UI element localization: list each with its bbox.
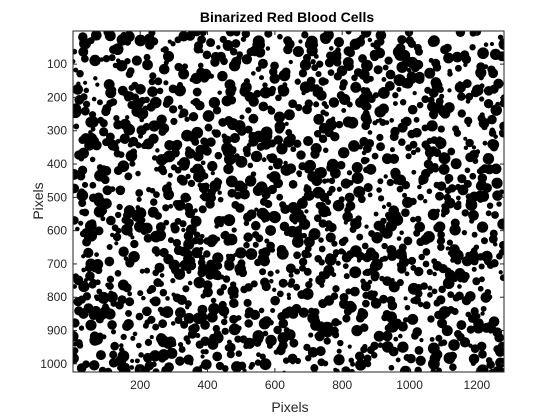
axes-box xyxy=(72,30,505,373)
x-tick-label: 200 xyxy=(130,378,150,392)
x-axis: 200 400 600 800 1000 1200 xyxy=(130,31,491,392)
y-tick-label: 600 xyxy=(47,224,67,238)
y-tick-label: 800 xyxy=(47,290,67,304)
x-tick-label: 600 xyxy=(265,378,285,392)
y-tick-label: 1000 xyxy=(40,357,67,371)
x-axis-label: Pixels xyxy=(271,399,308,415)
y-axis-label: Pixels xyxy=(30,182,46,219)
y-tick-label: 400 xyxy=(47,157,67,171)
y-tick-label: 900 xyxy=(47,324,67,338)
y-tick-label: 700 xyxy=(47,257,67,271)
binary-image xyxy=(73,31,504,372)
x-tick-label: 1000 xyxy=(396,378,423,392)
y-tick-label: 200 xyxy=(47,90,67,104)
dark-regions xyxy=(73,31,504,372)
x-tick-label: 400 xyxy=(198,378,218,392)
y-tick-label: 100 xyxy=(47,57,67,71)
x-tick-label: 1200 xyxy=(464,378,491,392)
y-tick-label: 300 xyxy=(47,124,67,138)
x-tick-label: 800 xyxy=(332,378,352,392)
y-axis: 100 200 300 400 500 600 700 800 900 1000 xyxy=(40,57,504,371)
chart-title: Binarized Red Blood Cells xyxy=(200,9,374,25)
y-tick-label: 500 xyxy=(47,190,67,204)
